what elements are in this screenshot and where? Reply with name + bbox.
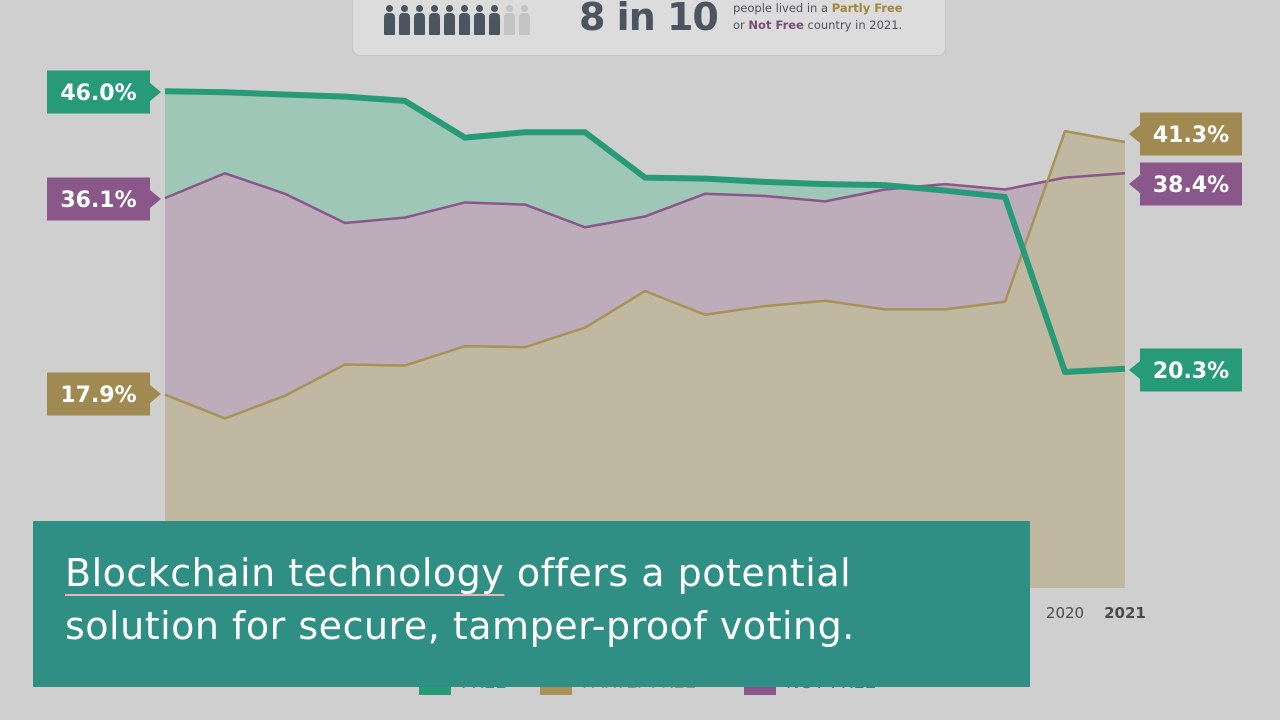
- caption-line-1-rest: offers a potential: [504, 551, 852, 595]
- stat-banner: 8 in 10 people lived in a Partly Free or…: [352, 0, 946, 56]
- svg-text:38.4%: 38.4%: [1153, 173, 1229, 198]
- x-axis-ticks: 2020 2021: [1046, 604, 1146, 622]
- tag-not-free-start: 36.1%: [47, 177, 161, 221]
- caption-link-blockchain[interactable]: Blockchain technology: [65, 551, 505, 595]
- svg-text:46.0%: 46.0%: [60, 81, 136, 106]
- stat-description: people lived in a Partly Free or Not Fre…: [733, 0, 903, 34]
- tag-free-start: 46.0%: [47, 70, 161, 114]
- line-free: [164, 88, 1126, 375]
- stat-text-prefix: people lived in a: [733, 1, 832, 15]
- svg-text:17.9%: 17.9%: [60, 383, 136, 408]
- stat-not-free: Not Free: [748, 18, 804, 32]
- person-icon: [428, 1, 441, 37]
- tag-partly-free-start: 17.9%: [47, 372, 161, 416]
- person-icon: [398, 1, 411, 37]
- x-tick-label: 2021: [1104, 604, 1146, 622]
- people-icons: [383, 1, 531, 37]
- x-tick-label: 2020: [1046, 604, 1084, 622]
- line-not-free: [164, 172, 1126, 229]
- stat-big-number: 8 in 10: [579, 0, 719, 39]
- tag-not-free-end: 38.4%: [1129, 162, 1242, 206]
- chart-lines: [164, 88, 1126, 420]
- svg-text:20.3%: 20.3%: [1153, 359, 1229, 384]
- stat-partly-free: Partly Free: [831, 1, 903, 15]
- tag-free-end: 20.3%: [1129, 348, 1242, 392]
- area-partly-free: [165, 131, 1125, 588]
- caption-line-1: Blockchain technology offers a potential: [65, 547, 1030, 600]
- person-icon: [488, 1, 501, 37]
- person-icon: [458, 1, 471, 37]
- stat-text-or: or: [733, 18, 749, 32]
- person-icon: [503, 1, 516, 37]
- person-icon: [443, 1, 456, 37]
- caption-box: Blockchain technology offers a potential…: [33, 521, 1030, 687]
- value-tags: 46.0% 36.1% 17.9% 41.3% 38.4% 20.3%: [47, 70, 1242, 416]
- svg-text:36.1%: 36.1%: [60, 188, 136, 213]
- chart-areas: [165, 91, 1125, 588]
- tag-partly-free-end: 41.3%: [1129, 112, 1242, 156]
- person-icon: [413, 1, 426, 37]
- caption-line-2: solution for secure, tamper-proof voting…: [65, 604, 855, 648]
- stat-text-suffix: country in 2021.: [803, 18, 903, 32]
- person-icon: [383, 1, 396, 37]
- svg-text:41.3%: 41.3%: [1153, 123, 1229, 148]
- person-icon: [473, 1, 486, 37]
- person-icon: [518, 1, 531, 37]
- line-partly-free: [164, 129, 1126, 420]
